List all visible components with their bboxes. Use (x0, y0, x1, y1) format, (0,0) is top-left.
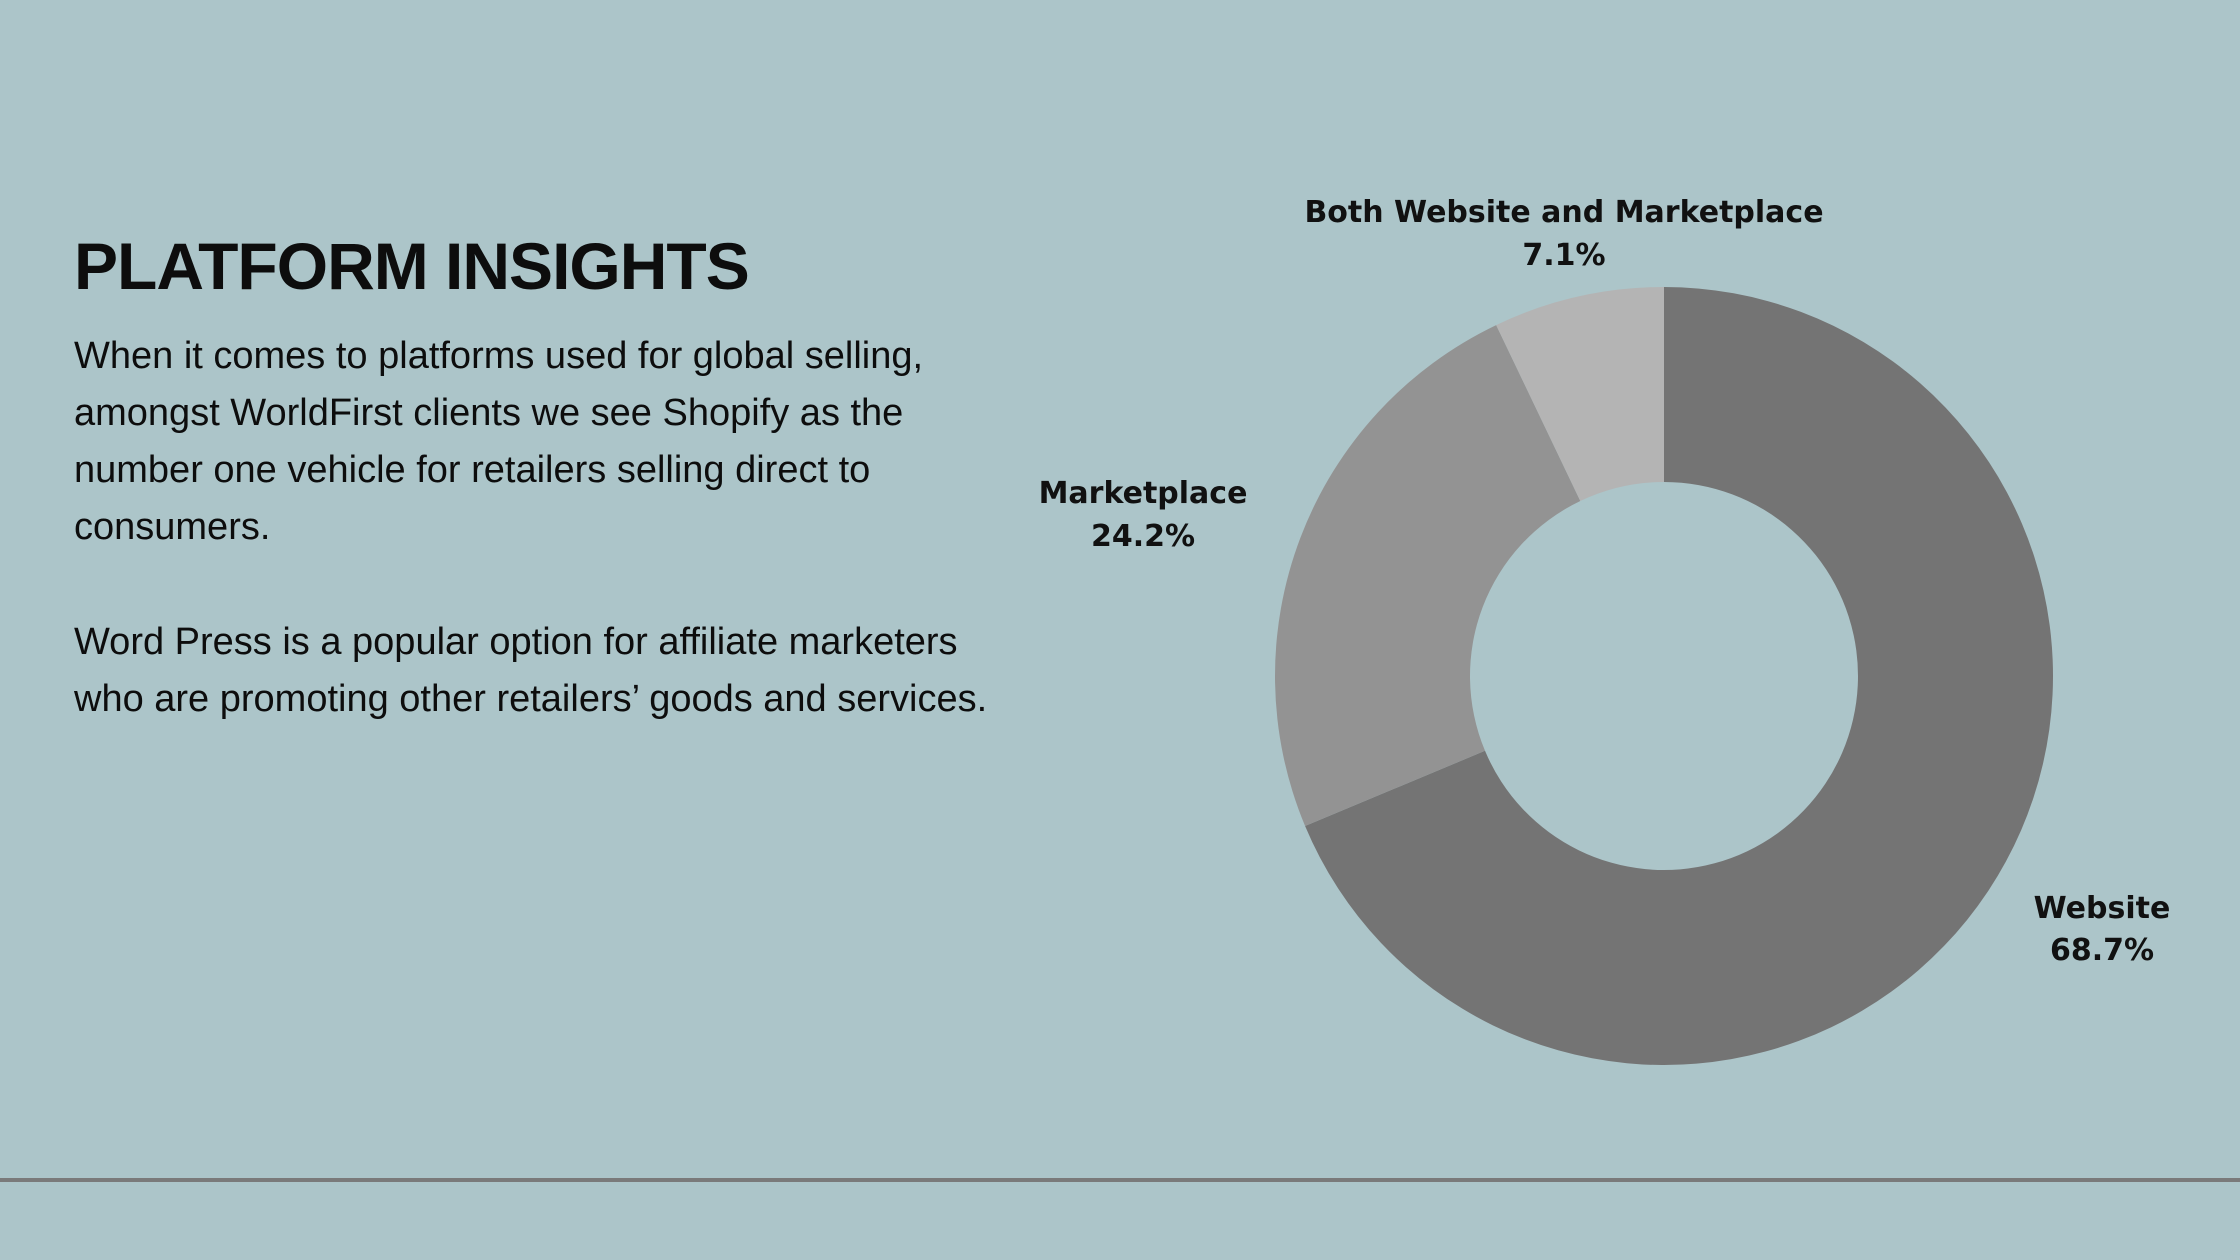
wordpress-paragraph: Word Press is a popular option for affil… (74, 621, 988, 720)
slice-label: Marketplace (1039, 476, 1248, 511)
slice-value-label: 7.1% (1522, 238, 1605, 273)
slice-website (1305, 287, 2053, 1065)
slice-label: Both Website and Marketplace (1304, 195, 1823, 230)
footer-divider (0, 1178, 2240, 1182)
slice-marketplace (1275, 325, 1581, 826)
slice-label: Website (2034, 891, 2171, 926)
slice-both-website-and-marketplace (1496, 287, 1664, 501)
slice-value-label: 68.7% (2050, 933, 2154, 968)
intro-paragraph: When it comes to platforms used for glob… (74, 335, 924, 548)
slice-value-label: 24.2% (1091, 519, 1195, 554)
page-title: PLATFORM INSIGHTS (74, 229, 750, 303)
